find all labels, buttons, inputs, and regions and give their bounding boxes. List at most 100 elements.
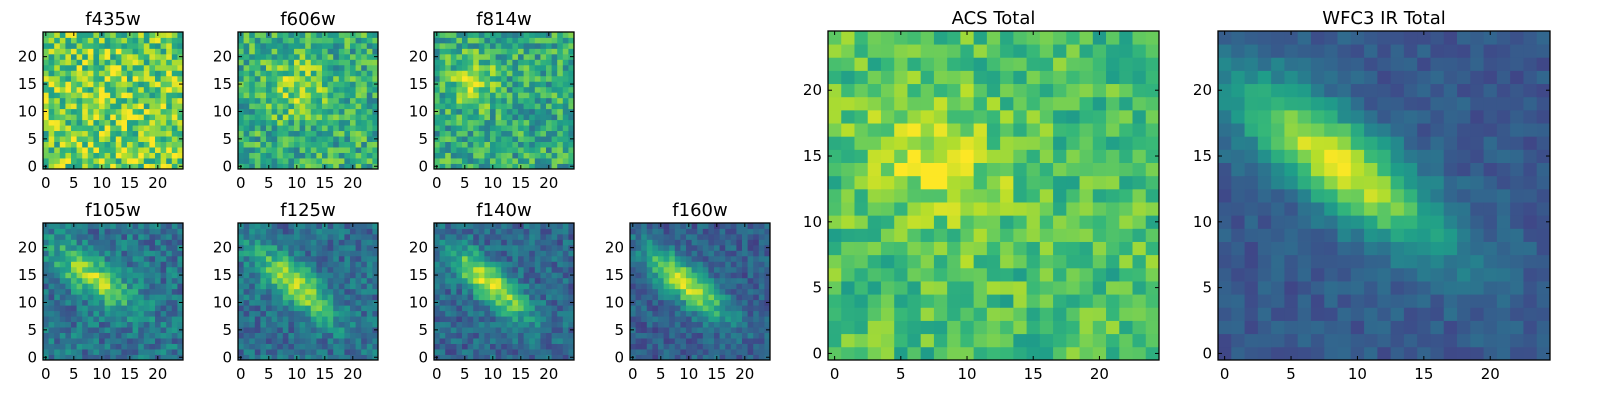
heatmap-cell [730, 343, 737, 350]
heatmap-cell [115, 250, 122, 257]
heatmap-cell [478, 316, 485, 323]
heatmap-cell [93, 114, 100, 121]
heatmap-cell [138, 114, 145, 121]
heatmap-cell [462, 158, 468, 164]
heatmap-cell [76, 59, 83, 66]
heatmap-cell [714, 277, 720, 284]
heatmap-cell [652, 272, 659, 279]
heatmap-cell [551, 338, 558, 344]
heatmap-cell [747, 316, 754, 323]
heatmap-cell [132, 327, 139, 333]
heatmap-cell [708, 228, 715, 235]
heatmap-cell [271, 321, 278, 328]
heatmap-cell [473, 354, 480, 361]
heatmap-cell [305, 59, 312, 66]
heatmap-cell [708, 299, 715, 306]
heatmap-cell [484, 266, 491, 273]
heatmap-cell [143, 130, 150, 137]
heatmap-cell [467, 158, 474, 164]
heatmap-cell [518, 158, 524, 164]
heatmap-cell [484, 32, 491, 38]
heatmap-cell [366, 354, 373, 361]
heatmap-cell [663, 228, 670, 235]
heatmap-cell [171, 239, 178, 246]
heatmap-cell [59, 310, 66, 317]
heatmap-cell [697, 255, 704, 262]
heatmap-cell [254, 266, 261, 273]
heatmap-cell [512, 283, 519, 290]
heatmap-cell [266, 272, 272, 279]
heatmap-cell [87, 255, 94, 262]
heatmap-cell [439, 332, 446, 339]
heatmap-cell [462, 59, 468, 66]
heatmap-cell [327, 277, 334, 284]
heatmap-cell [434, 283, 440, 290]
heatmap-cell [702, 343, 709, 350]
heatmap-cell [249, 119, 256, 126]
heatmap-cell [160, 223, 167, 229]
heatmap-cell [1013, 320, 1027, 335]
x-tick-label: 5 [264, 174, 274, 192]
heatmap-cell [501, 239, 508, 246]
heatmap-cell [82, 233, 89, 240]
heatmap-cell [456, 294, 463, 301]
heatmap-cell [518, 316, 524, 323]
heatmap-cell [310, 42, 317, 49]
y-tick-label: 0 [27, 348, 37, 366]
heatmap-cell [76, 299, 83, 306]
heatmap-cell [529, 250, 536, 257]
heatmap-cell [841, 241, 855, 256]
heatmap-cell [93, 97, 100, 104]
heatmap-cell [260, 42, 267, 49]
heatmap-cell [282, 338, 289, 344]
heatmap-cell [523, 75, 530, 82]
heatmap-cell [333, 250, 340, 257]
heatmap-cell [546, 255, 552, 262]
heatmap-cell [557, 37, 564, 44]
heatmap-cell [344, 288, 351, 295]
heatmap-cell [546, 42, 552, 49]
heatmap-cell [254, 86, 261, 93]
heatmap-cell [54, 321, 61, 328]
heatmap-cell [277, 92, 284, 99]
heatmap-cell [445, 261, 452, 268]
heatmap-cell [327, 244, 334, 251]
heatmap-cell [557, 163, 564, 170]
heatmap-cell [568, 114, 575, 121]
heatmap-cell [456, 141, 463, 148]
heatmap-cell [434, 147, 440, 153]
heatmap-cell [93, 266, 100, 273]
heatmap-cell [445, 228, 452, 235]
heatmap-cell [254, 250, 261, 257]
heatmap-cell [87, 125, 94, 132]
heatmap-cell [714, 305, 720, 312]
heatmap-cell [894, 333, 908, 348]
heatmap-cell [506, 255, 513, 262]
heatmap-cell [434, 59, 440, 66]
heatmap-cell [714, 255, 720, 262]
heatmap-cell [646, 316, 653, 323]
heatmap-cell [1106, 307, 1120, 321]
heatmap-cell [562, 59, 569, 66]
heatmap-cell [338, 321, 345, 328]
heatmap-cell [48, 316, 55, 323]
heatmap-cell [512, 125, 519, 132]
heatmap-cell [714, 316, 720, 323]
heatmap-cell [478, 255, 485, 262]
heatmap-cell [529, 48, 536, 55]
heatmap-cell [669, 332, 676, 339]
heatmap-cell [282, 48, 289, 55]
heatmap-cell [506, 283, 513, 290]
heatmap-cell [473, 261, 480, 268]
heatmap-cell [730, 228, 737, 235]
heatmap-cell [138, 48, 145, 55]
heatmap-cell [127, 255, 133, 262]
heatmap-cell [355, 354, 362, 361]
heatmap-cells [828, 31, 1160, 361]
heatmap-cell [456, 53, 463, 60]
heatmap-cell [630, 332, 636, 339]
heatmap-cell [121, 152, 128, 159]
heatmap-cell [523, 53, 530, 60]
heatmap-cell [82, 223, 89, 229]
